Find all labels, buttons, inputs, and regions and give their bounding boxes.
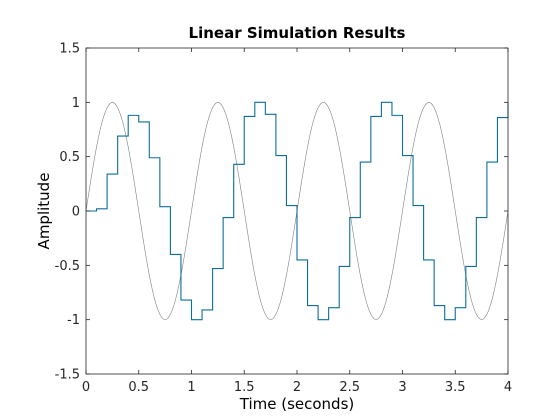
x-tick-label: 0.5 xyxy=(128,380,149,395)
axes-box xyxy=(85,47,509,375)
x-tick-label: 2 xyxy=(293,380,301,395)
x-tick-label: 0 xyxy=(82,380,90,395)
x-tick-label: 3 xyxy=(398,380,406,395)
x-tick-label: 1 xyxy=(187,380,195,395)
series-layer xyxy=(85,101,509,321)
y-tick-label: 1.5 xyxy=(59,42,80,57)
chart-title: Linear Simulation Results xyxy=(189,24,406,42)
y-tick-label: -1.5 xyxy=(55,368,80,383)
y-tick-label: 1 xyxy=(72,96,80,111)
x-axis-label: Time (seconds) xyxy=(239,395,355,413)
x-tick-label: 4 xyxy=(504,380,512,395)
simulated-response-line xyxy=(86,101,509,321)
y-axis-label: Amplitude xyxy=(35,173,53,250)
y-tick-label: -0.5 xyxy=(55,259,80,274)
x-tick-label: 1.5 xyxy=(234,380,255,395)
x-tick-label: 2.5 xyxy=(339,380,360,395)
x-tick-label: 3.5 xyxy=(445,380,466,395)
tick-layer: 0 0.5 1 1.5 2 2.5 3 3.5 4 -1.5 -1 -0.5 0 0.5 1 1.5 xyxy=(55,42,513,396)
y-tick-label: 0 xyxy=(72,205,80,220)
y-tick-label: 0.5 xyxy=(59,150,80,165)
y-tick-label: -1 xyxy=(67,313,80,328)
